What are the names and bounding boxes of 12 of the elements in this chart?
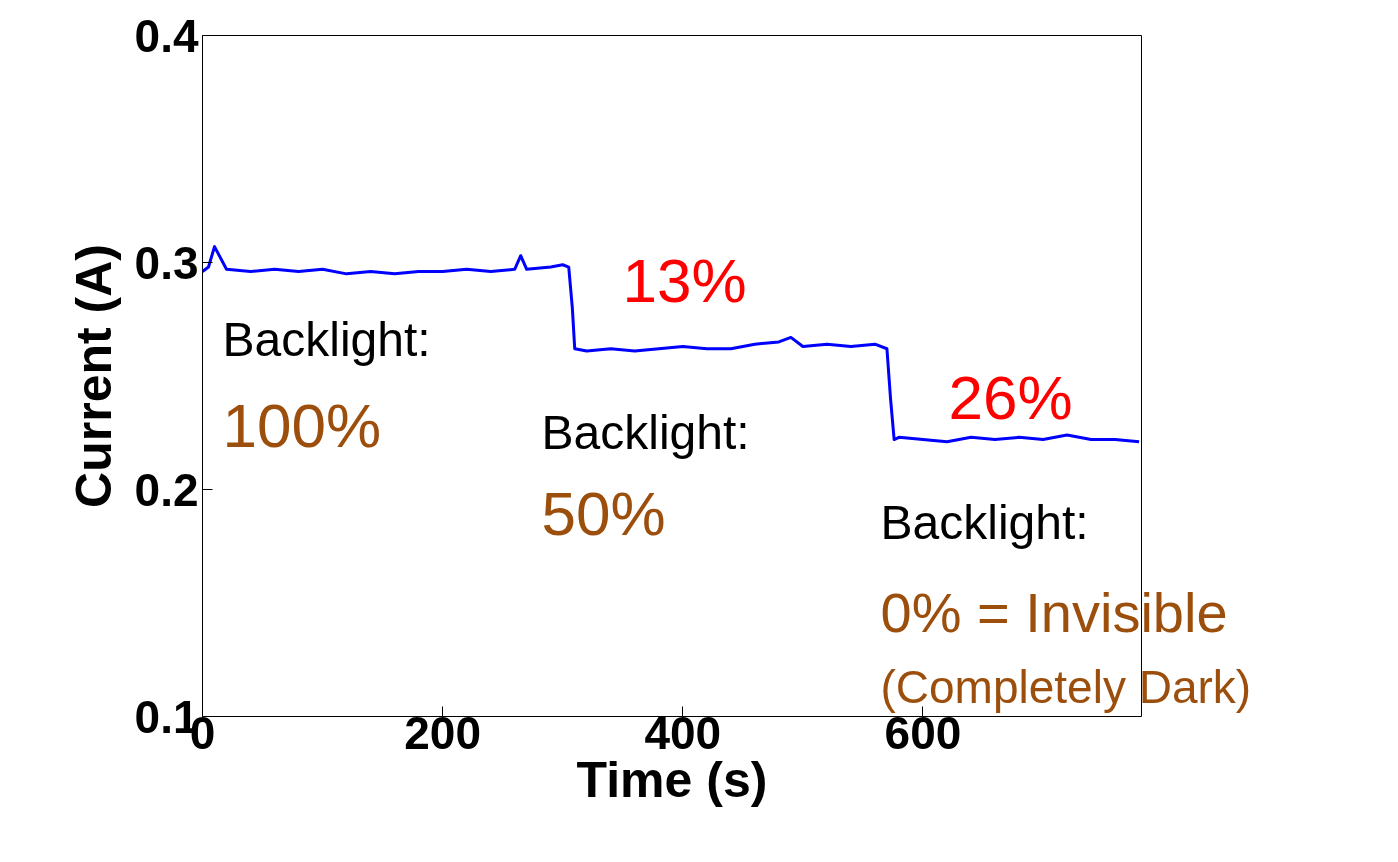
annotation: 13%: [622, 245, 747, 315]
annotation: Backlight:: [880, 495, 1089, 549]
y-tick-label: 0.3: [134, 236, 199, 289]
y-tick-label: 0.2: [134, 463, 199, 516]
annotation: Backlight:: [222, 312, 431, 366]
annotation: 100%: [222, 390, 382, 460]
annotation: 26%: [948, 362, 1073, 432]
annotation: Backlight:: [541, 405, 750, 459]
y-tick-label: 0.4: [134, 9, 199, 62]
x-tick-label: 200: [404, 706, 482, 759]
y-axis-title: Current (A): [65, 244, 122, 508]
annotation: 50%: [541, 478, 666, 548]
